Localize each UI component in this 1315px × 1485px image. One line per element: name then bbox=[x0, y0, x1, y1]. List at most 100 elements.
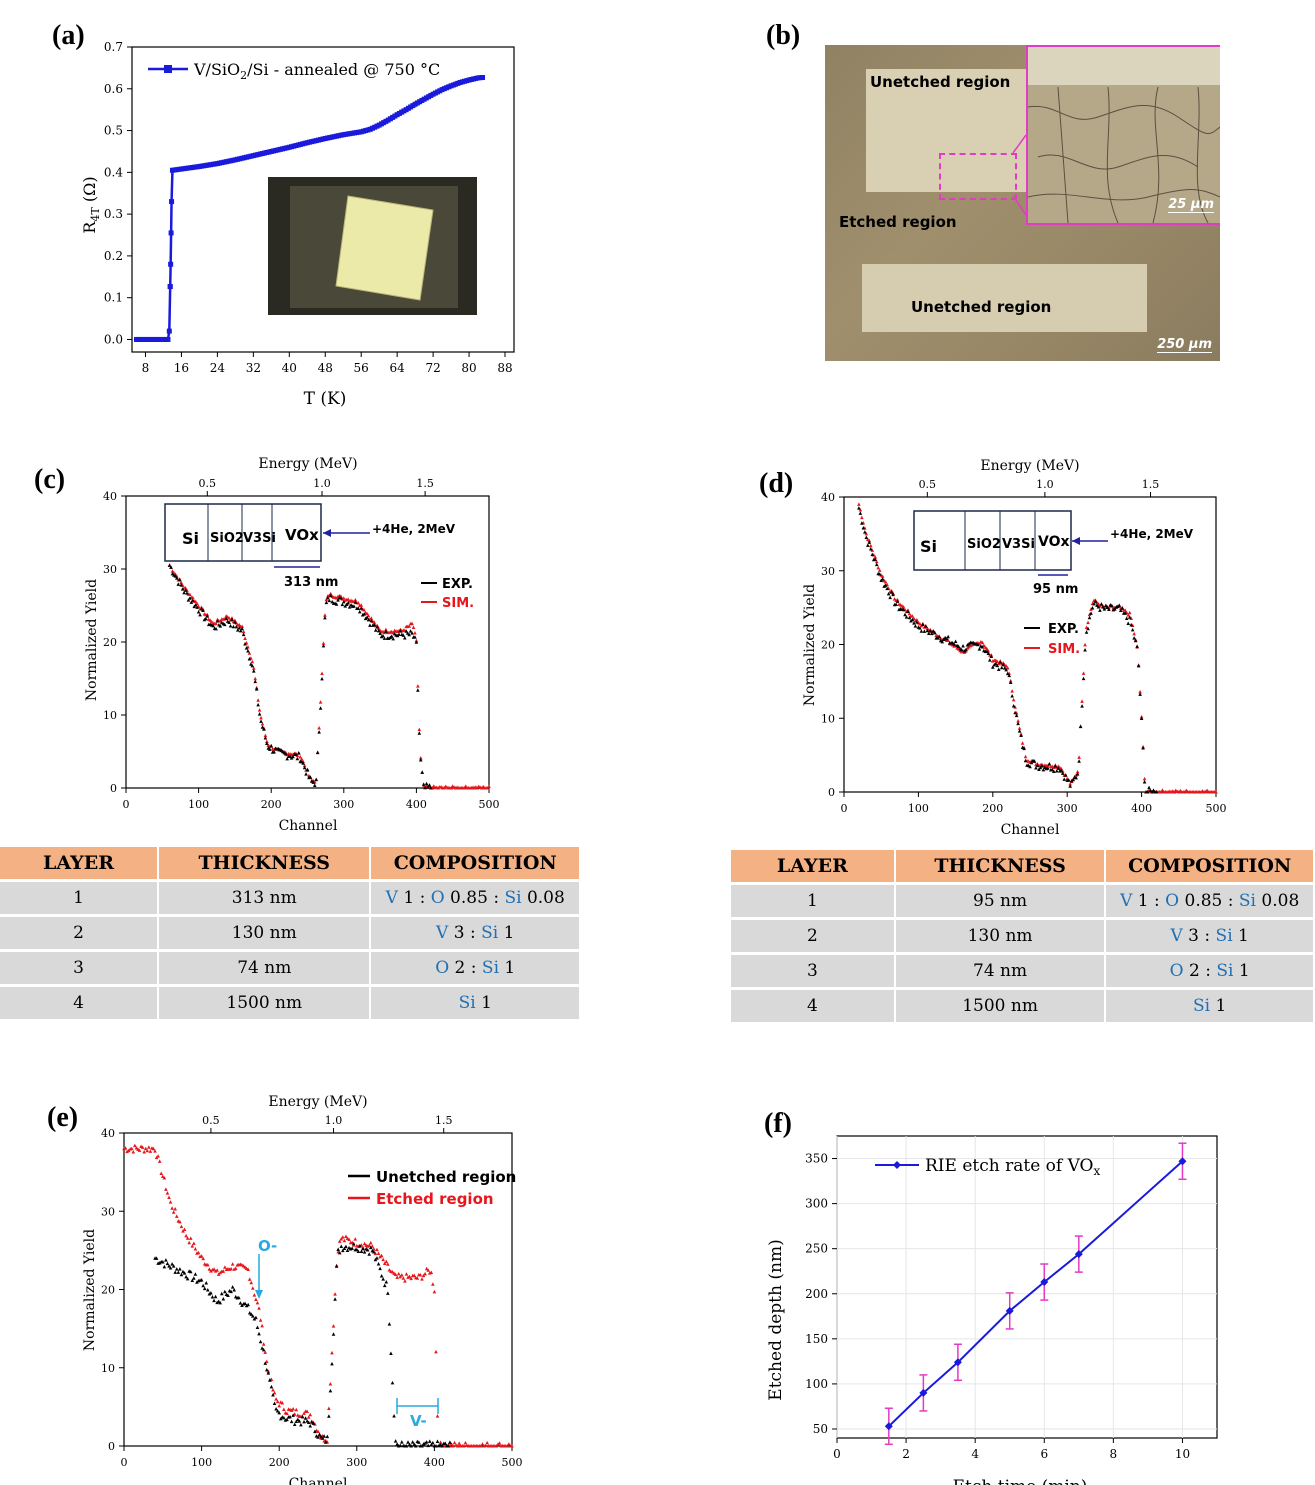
exp-point-d bbox=[988, 658, 992, 662]
etched-point bbox=[342, 1238, 347, 1243]
unetched-point bbox=[237, 1295, 241, 1300]
exp-point-d bbox=[885, 586, 889, 591]
etched-point bbox=[171, 1210, 176, 1214]
etched-point bbox=[452, 1440, 457, 1445]
exp-point-c bbox=[269, 743, 273, 748]
y-tick-label: 10 bbox=[101, 1362, 115, 1375]
x-tick-label: 100 bbox=[908, 802, 929, 815]
unetched-point bbox=[238, 1301, 243, 1305]
exp-point-d bbox=[1086, 626, 1090, 631]
unetched-point bbox=[204, 1280, 209, 1285]
cell-thickness: 130 nm bbox=[894, 917, 1107, 954]
element-symbol: Si bbox=[1215, 926, 1233, 946]
sim-point-c bbox=[353, 598, 358, 602]
unetched-point bbox=[246, 1302, 250, 1307]
sim-point-d bbox=[868, 543, 873, 548]
unetched-point bbox=[249, 1312, 254, 1316]
unetched-point bbox=[320, 1436, 325, 1440]
etched-point bbox=[260, 1323, 264, 1328]
exp-point-c bbox=[183, 588, 188, 592]
exp-point-c bbox=[382, 636, 387, 640]
cell-thickness: 313 nm bbox=[158, 879, 372, 916]
sim-point-c bbox=[346, 597, 350, 601]
exp-point-d bbox=[1019, 733, 1023, 738]
exp-point-d bbox=[858, 511, 863, 515]
x-tick-label: 88 bbox=[497, 361, 512, 375]
sim-point-d bbox=[1016, 718, 1020, 723]
etched-point bbox=[451, 1444, 455, 1448]
sim-point-c bbox=[237, 622, 242, 627]
etched-point bbox=[375, 1247, 379, 1252]
data-point-a bbox=[167, 284, 173, 290]
data-point-a bbox=[165, 336, 171, 342]
exp-point-c bbox=[336, 598, 340, 602]
etched-point bbox=[426, 1268, 430, 1272]
element-symbol: Si bbox=[481, 923, 499, 943]
x-tick-label: 100 bbox=[188, 798, 209, 811]
y-tick-label: 0 bbox=[108, 1440, 115, 1453]
unetched-point bbox=[254, 1315, 258, 1320]
exp-point-c bbox=[305, 767, 310, 772]
exp-point-c bbox=[420, 770, 425, 774]
exp-point-d bbox=[925, 628, 930, 633]
x-tick-label: 0 bbox=[123, 798, 130, 811]
ratio-text: 1 bbox=[1232, 926, 1249, 946]
exp-point-d bbox=[894, 602, 898, 606]
cell-thickness: 74 nm bbox=[894, 952, 1107, 989]
unetched-point bbox=[302, 1419, 306, 1424]
etched-point bbox=[462, 1444, 466, 1448]
sim-point-d bbox=[1060, 769, 1065, 773]
sim-point-d bbox=[995, 659, 1000, 664]
unetched-point bbox=[379, 1274, 384, 1278]
sim-point-c bbox=[299, 757, 304, 761]
ratio-text: 1 bbox=[1233, 961, 1250, 981]
exp-point-c bbox=[198, 612, 202, 617]
sim-point-c bbox=[369, 616, 374, 620]
exp-point-c bbox=[424, 781, 429, 786]
sim-point-c bbox=[251, 666, 256, 670]
y-tick-label: 40 bbox=[821, 491, 835, 504]
data-point-f bbox=[1074, 1250, 1083, 1259]
exp-point-c bbox=[301, 761, 305, 765]
etched-point bbox=[206, 1262, 210, 1267]
unetched-point bbox=[355, 1247, 359, 1252]
exp-point-d bbox=[1053, 764, 1058, 768]
exp-point-c bbox=[233, 620, 237, 624]
x-tick-label: 0 bbox=[121, 1456, 128, 1469]
exp-point-c bbox=[285, 756, 289, 761]
sim-point-c bbox=[410, 621, 414, 626]
etched-point bbox=[434, 1349, 438, 1354]
exp-point-c bbox=[295, 756, 300, 761]
exp-point-c bbox=[243, 641, 247, 646]
zoom-unetched bbox=[1028, 47, 1220, 85]
sim-point-c bbox=[250, 659, 255, 664]
sim-point-c bbox=[321, 641, 326, 645]
unetched-point bbox=[263, 1361, 268, 1365]
unetched-point bbox=[207, 1291, 212, 1296]
etched-point bbox=[153, 1149, 157, 1153]
etched-point bbox=[395, 1275, 399, 1279]
etched-point bbox=[252, 1293, 257, 1297]
table-row: 4 1500 nm Si 1 bbox=[0, 984, 581, 1019]
y-tick-label: 0.5 bbox=[104, 124, 123, 138]
etched-point bbox=[162, 1175, 167, 1180]
top-tick-label: 1.0 bbox=[1036, 478, 1054, 491]
top-tick-label: 0.5 bbox=[202, 1114, 220, 1127]
exp-point-c bbox=[195, 605, 199, 609]
sim-point-c bbox=[317, 726, 321, 730]
unetched-region-bottom bbox=[862, 264, 1147, 332]
element-symbol: Si bbox=[458, 993, 476, 1013]
ylabel-c: Normalized Yield bbox=[84, 579, 100, 701]
unetched-point bbox=[311, 1421, 316, 1425]
unetched-point bbox=[179, 1272, 184, 1277]
unetched-point bbox=[386, 1291, 390, 1295]
etched-point bbox=[157, 1159, 162, 1163]
ratio-text: 0.08 bbox=[521, 888, 565, 908]
etched-point bbox=[190, 1244, 195, 1248]
exp-point-c bbox=[373, 628, 378, 632]
etched-point bbox=[137, 1148, 142, 1152]
x-tick-label: 300 bbox=[1057, 802, 1078, 815]
etched-point bbox=[274, 1397, 278, 1401]
ratio-text: 1 : bbox=[397, 888, 431, 908]
element-symbol: Si bbox=[481, 958, 500, 978]
